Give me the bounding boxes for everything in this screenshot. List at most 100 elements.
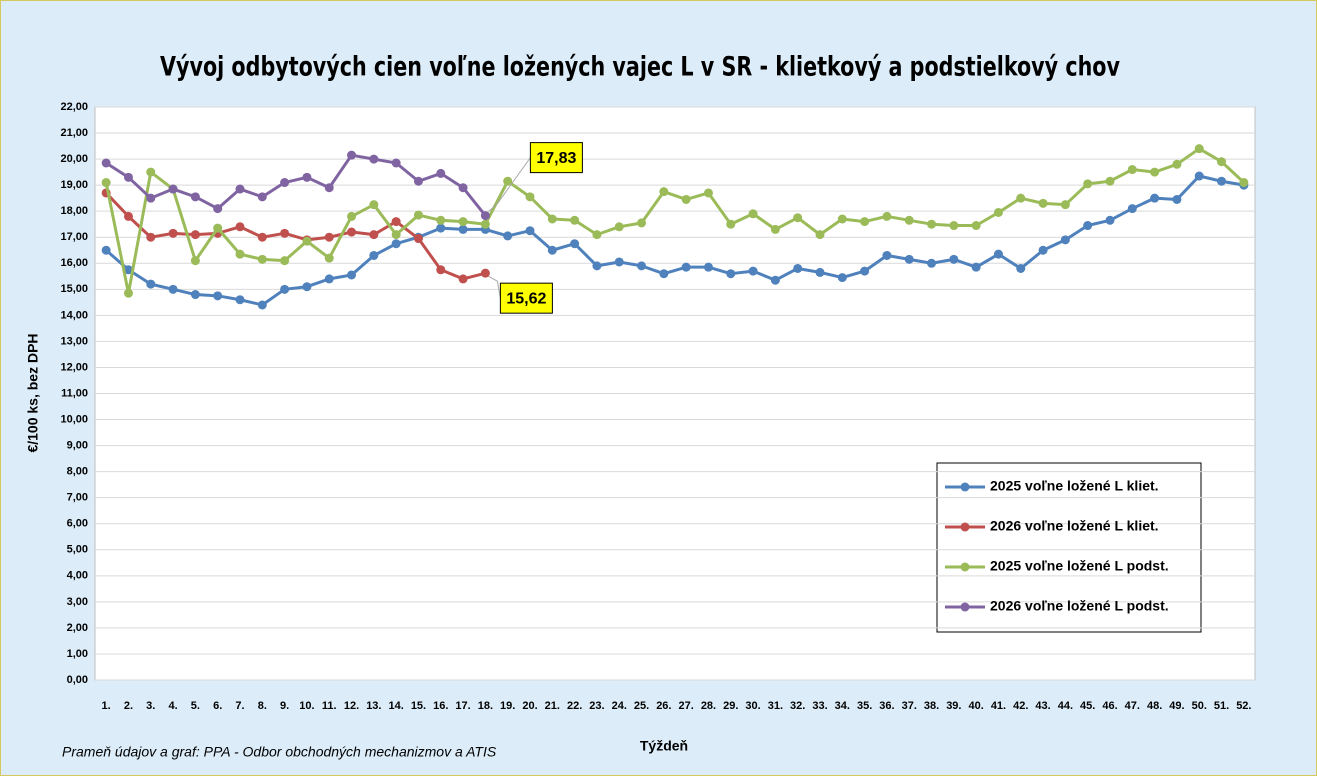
data-point	[347, 270, 357, 280]
data-point	[1217, 157, 1227, 167]
data-point	[659, 187, 669, 197]
data-point	[1038, 198, 1048, 208]
y-tick-label: 17,00	[60, 231, 88, 243]
data-point	[547, 245, 557, 255]
data-point	[347, 150, 357, 160]
data-point	[213, 223, 223, 233]
legend-label: 2026 voľne ložené L kliet.	[990, 518, 1159, 534]
data-point	[458, 274, 468, 284]
data-point	[1038, 245, 1048, 255]
data-point	[391, 158, 401, 168]
x-axis-label: Týždeň	[640, 738, 688, 754]
data-point	[1083, 179, 1093, 189]
data-point	[257, 192, 267, 202]
y-tick-label: 12,00	[60, 361, 88, 373]
legend-label: 2025 voľne ložené L podst.	[990, 558, 1169, 574]
data-point	[146, 193, 156, 203]
data-point	[436, 215, 446, 225]
data-point	[882, 211, 892, 221]
data-point	[168, 228, 178, 238]
data-point	[904, 254, 914, 264]
data-point	[324, 253, 334, 263]
data-point	[280, 284, 290, 294]
x-tick-label: 13.	[366, 700, 381, 712]
leader-line	[488, 157, 531, 212]
y-tick-label: 4,00	[67, 570, 88, 582]
data-point	[280, 178, 290, 188]
data-point	[793, 263, 803, 273]
x-tick-label: 6.	[213, 700, 222, 712]
x-tick-label: 3.	[146, 700, 155, 712]
data-point	[347, 211, 357, 221]
y-tick-label: 21,00	[60, 127, 88, 139]
data-point	[971, 262, 981, 272]
data-point	[1217, 176, 1227, 186]
data-point	[190, 192, 200, 202]
data-point	[235, 222, 245, 232]
y-tick-label: 0,00	[67, 674, 88, 686]
x-tick-label: 18.	[478, 700, 493, 712]
legend-label: 2025 voľne ložené L kliet.	[990, 478, 1159, 494]
data-point	[436, 265, 446, 275]
data-point	[614, 222, 624, 232]
data-point	[927, 219, 937, 229]
data-point	[101, 158, 111, 168]
data-point	[257, 254, 267, 264]
data-point	[324, 232, 334, 242]
x-tick-label: 52.	[1236, 700, 1251, 712]
x-tick-label: 33.	[812, 700, 827, 712]
y-tick-label: 14,00	[60, 309, 88, 321]
data-point	[168, 184, 178, 194]
data-point	[993, 207, 1003, 217]
source-note: Prameň údajov a graf: PPA - Odbor obchod…	[62, 744, 497, 760]
label-box	[529, 142, 583, 174]
legend-marker	[960, 522, 970, 532]
x-tick-label: 25.	[634, 700, 649, 712]
x-tick-label: 14.	[389, 700, 404, 712]
y-tick-label: 11,00	[61, 387, 88, 399]
data-point	[927, 258, 937, 268]
data-point	[324, 274, 334, 284]
x-tick-label: 27.	[679, 700, 694, 712]
x-tick-label: 1.	[102, 700, 111, 712]
x-tick-label: 31.	[768, 700, 783, 712]
legend-marker	[960, 482, 970, 492]
x-tick-label: 30.	[745, 700, 760, 712]
data-point	[1194, 144, 1204, 154]
x-tick-label: 9.	[280, 700, 289, 712]
data-point	[726, 269, 736, 279]
data-point	[369, 200, 379, 210]
legend-label: 2026 voľne ložené L podst.	[990, 598, 1169, 614]
data-point	[637, 261, 647, 271]
x-tick-label: 23.	[589, 700, 604, 712]
data-point	[949, 221, 959, 231]
x-tick-label: 16.	[433, 700, 448, 712]
data-point	[123, 265, 133, 275]
x-tick-label: 43.	[1035, 700, 1050, 712]
data-point	[971, 221, 981, 231]
data-point	[391, 217, 401, 227]
label-box	[499, 282, 553, 314]
data-point	[369, 230, 379, 240]
data-point	[480, 219, 490, 229]
y-tick-label: 9,00	[67, 439, 88, 451]
data-point	[257, 300, 267, 310]
x-tick-label: 50.	[1192, 700, 1207, 712]
y-tick-label: 20,00	[60, 153, 88, 165]
x-tick-label: 24.	[612, 700, 627, 712]
data-point	[993, 249, 1003, 259]
x-tick-label: 8.	[258, 700, 267, 712]
data-point	[458, 224, 468, 234]
data-point	[235, 249, 245, 259]
x-tick-label: 2.	[124, 700, 133, 712]
data-point	[860, 266, 870, 276]
y-tick-label: 10,00	[60, 413, 88, 425]
data-point	[280, 256, 290, 266]
data-point	[1105, 215, 1115, 225]
data-point	[190, 230, 200, 240]
data-point	[146, 167, 156, 177]
data-point	[1150, 167, 1160, 177]
data-label: 17,83	[536, 150, 576, 167]
data-point	[436, 168, 446, 178]
